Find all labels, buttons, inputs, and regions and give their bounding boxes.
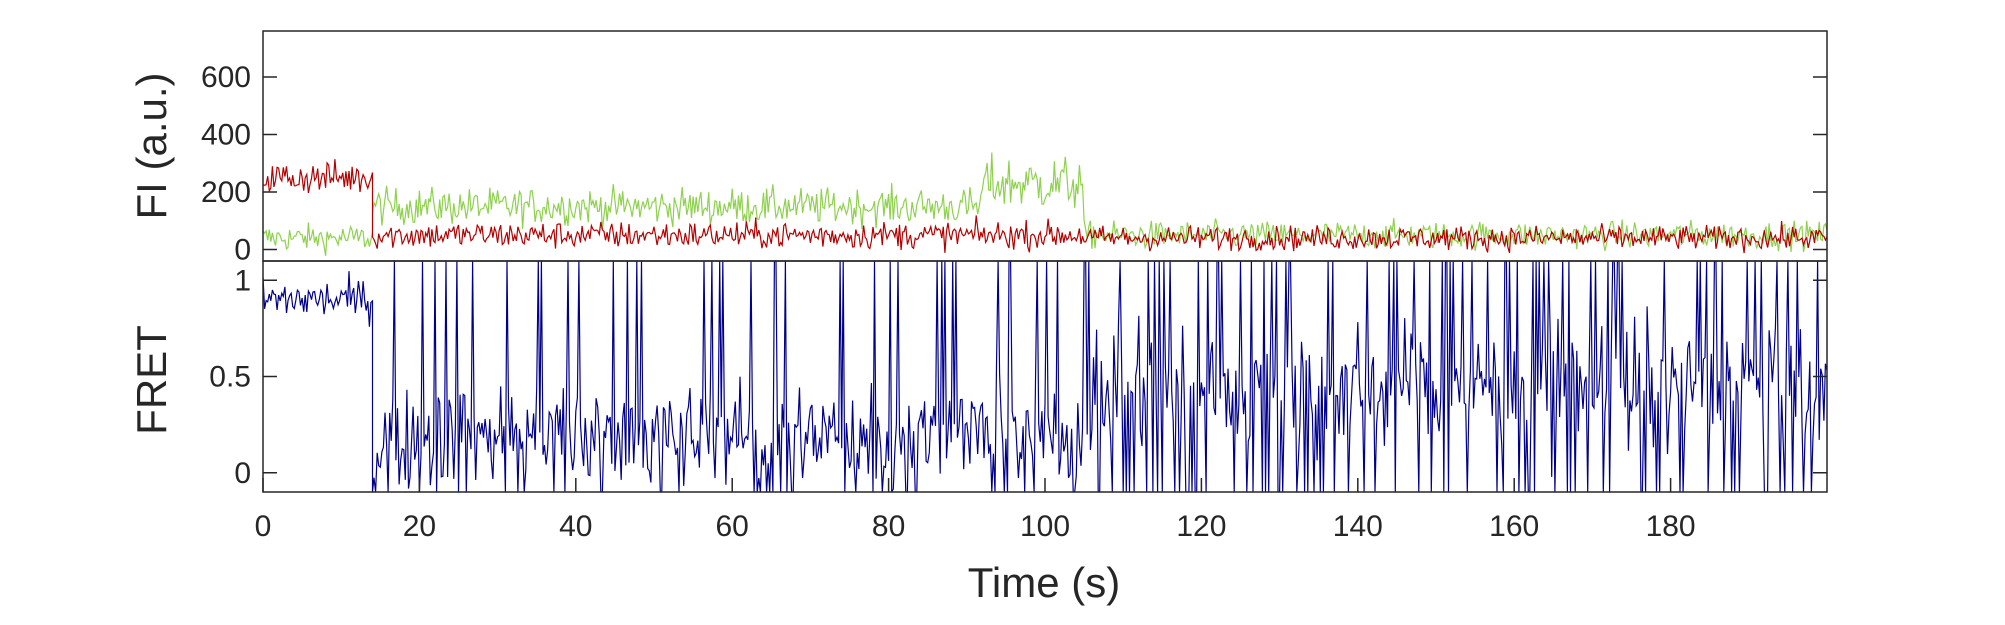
y-tick-label: 600 xyxy=(201,61,251,94)
fret-traces xyxy=(263,261,1827,492)
y-tick-label: 1 xyxy=(234,264,251,297)
trace-series-0-1 xyxy=(263,159,1827,254)
time-x-axis-label: Time (s) xyxy=(968,559,1120,606)
x-tick-label: 160 xyxy=(1489,510,1539,543)
fret-y-axis-label: FRET xyxy=(128,325,175,435)
trace-series-1-0 xyxy=(263,261,1827,492)
intensity-y-ticks: 0 200 400 600 xyxy=(201,61,1827,267)
y-tick-label: 0.5 xyxy=(209,361,251,394)
fret-y-ticks: 00.51 xyxy=(209,264,1827,490)
x-tick-label: 40 xyxy=(559,510,592,543)
intensity-axes-frame xyxy=(262,30,1828,262)
x-tick-label: 180 xyxy=(1646,510,1696,543)
y-tick-label: 200 xyxy=(201,176,251,209)
intensity-panel: 0 200 400 600 FI (a.u.) xyxy=(128,30,1828,267)
x-tick-label: 60 xyxy=(716,510,749,543)
intensity-traces xyxy=(263,152,1827,256)
y-tick-label: 400 xyxy=(201,119,251,152)
fret-panel: 00.51 0 20 40 60 80 100 120 140 160 180 FRET Time… xyxy=(128,260,1828,606)
x-tick-label: 100 xyxy=(1020,510,1070,543)
x-tick-label: 20 xyxy=(403,510,436,543)
x-tick-label: 140 xyxy=(1333,510,1383,543)
x-tick-label: 80 xyxy=(872,510,905,543)
x-tick-label: 0 xyxy=(255,510,272,543)
time-x-ticks: 0 20 40 60 80 100 120 140 160 180 xyxy=(255,478,1696,543)
y-tick-label: 0 xyxy=(234,457,251,490)
intensity-y-axis-label: FI (a.u.) xyxy=(128,72,175,219)
x-tick-label: 120 xyxy=(1176,510,1226,543)
y-tick-label: 0 xyxy=(234,234,251,267)
